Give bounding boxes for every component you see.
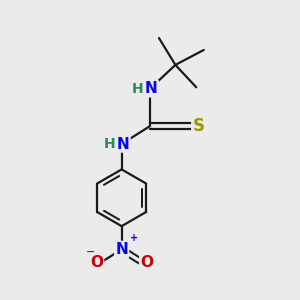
- Text: N: N: [117, 136, 130, 152]
- Text: N: N: [145, 81, 158, 96]
- Text: H: H: [103, 137, 115, 151]
- Text: O: O: [140, 255, 153, 270]
- Text: H: H: [132, 82, 143, 96]
- Text: S: S: [192, 117, 204, 135]
- Text: +: +: [130, 233, 138, 243]
- Text: O: O: [90, 255, 103, 270]
- Text: −: −: [86, 247, 95, 256]
- Text: N: N: [115, 242, 128, 257]
